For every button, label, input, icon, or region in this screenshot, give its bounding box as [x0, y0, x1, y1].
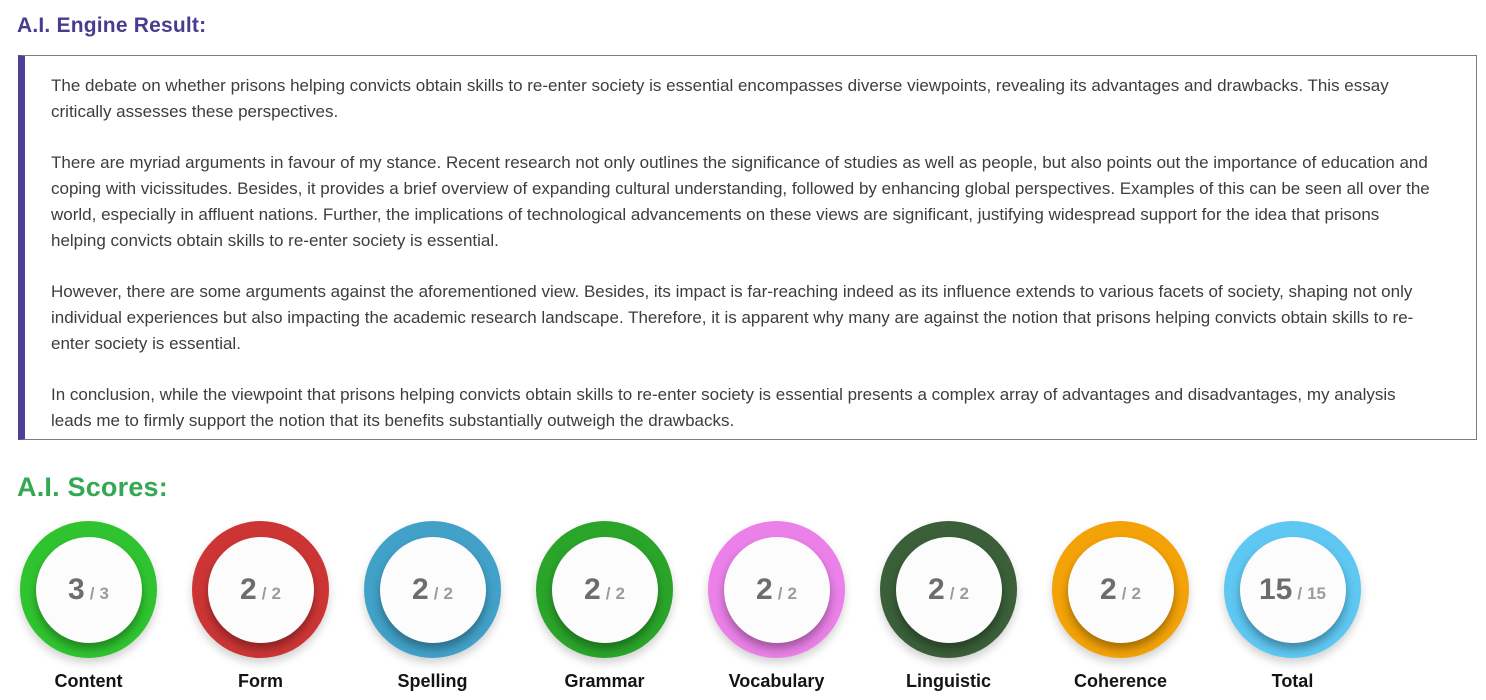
score-ring-content: 3 / 3 [20, 521, 157, 658]
score-disc: 15 / 15 [1239, 536, 1346, 643]
essay-paragraph: The debate on whether prisons helping co… [51, 76, 1389, 121]
score-text: 2 / 2 [240, 573, 281, 607]
score-item-coherence: 2 / 2 Coherence [1052, 521, 1189, 692]
score-disc: 3 / 3 [35, 536, 142, 643]
score-label: Spelling [397, 671, 468, 691]
score-ring-vocabulary: 2 / 2 [708, 521, 845, 658]
score-disc: 2 / 2 [723, 536, 830, 643]
score-value: 2 [240, 572, 257, 606]
score-disc: 2 / 2 [551, 536, 658, 643]
score-separator: / [1121, 583, 1127, 603]
score-max: 2 [1131, 583, 1141, 603]
score-separator: / [777, 583, 783, 603]
score-text: 2 / 2 [412, 573, 453, 607]
score-separator: / [1297, 583, 1303, 603]
score-text: 3 / 3 [68, 573, 109, 607]
essay-result-box: The debate on whether prisons helping co… [18, 55, 1477, 440]
score-disc: 2 / 2 [379, 536, 486, 643]
score-item-grammar: 2 / 2 Grammar [536, 521, 673, 692]
score-value: 3 [68, 572, 85, 606]
score-separator: / [605, 583, 611, 603]
score-label: Grammar [564, 671, 645, 691]
score-ring-total: 15 / 15 [1224, 521, 1361, 658]
score-ring-spelling: 2 / 2 [364, 521, 501, 658]
score-max: 2 [443, 583, 453, 603]
score-disc: 2 / 2 [1067, 536, 1174, 643]
score-value: 2 [584, 572, 601, 606]
score-max: 2 [959, 583, 969, 603]
score-ring-coherence: 2 / 2 [1052, 521, 1189, 658]
score-separator: / [433, 583, 439, 603]
score-label: Content [54, 671, 123, 691]
score-item-content: 3 / 3 Content [20, 521, 157, 692]
score-label: Coherence [1073, 671, 1168, 691]
score-max: 2 [615, 583, 625, 603]
score-disc: 2 / 2 [207, 536, 314, 643]
score-max: 2 [787, 583, 797, 603]
score-item-form: 2 / 2 Form [192, 521, 329, 692]
score-value: 2 [1100, 572, 1117, 606]
score-item-total: 15 / 15 Total [1224, 521, 1361, 692]
score-value: 2 [412, 572, 429, 606]
score-value: 15 [1258, 572, 1293, 606]
ai-scores-heading: A.I. Scores: [17, 472, 168, 502]
score-max: 3 [99, 583, 109, 603]
score-text: 2 / 2 [756, 573, 797, 607]
essay-paragraph: However, there are some arguments agains… [51, 282, 1414, 353]
score-separator: / [949, 583, 955, 603]
score-text: 2 / 2 [584, 573, 625, 607]
score-text: 2 / 2 [1100, 573, 1141, 607]
score-item-linguistic: 2 / 2 Linguistic [880, 521, 1017, 692]
score-label: Linguistic [906, 671, 991, 691]
score-label: Form [238, 671, 283, 691]
essay-paragraph: There are myriad arguments in favour of … [51, 153, 1430, 250]
score-value: 2 [756, 572, 773, 606]
essay-paragraph: In conclusion, while the viewpoint that … [51, 385, 1396, 430]
score-value: 2 [928, 572, 945, 606]
score-ring-grammar: 2 / 2 [536, 521, 673, 658]
scores-row: 3 / 3 Content 2 / 2 Form [20, 521, 1361, 692]
score-ring-form: 2 / 2 [192, 521, 329, 658]
score-item-vocabulary: 2 / 2 Vocabulary [708, 521, 845, 692]
score-max: 15 [1307, 583, 1327, 603]
score-label: Total [1271, 671, 1314, 691]
score-label: Vocabulary [728, 671, 825, 691]
score-max: 2 [271, 583, 281, 603]
engine-result-heading: A.I. Engine Result: [17, 14, 207, 37]
score-disc: 2 / 2 [895, 536, 1002, 643]
score-separator: / [89, 583, 95, 603]
score-item-spelling: 2 / 2 Spelling [364, 521, 501, 692]
score-text: 2 / 2 [928, 573, 969, 607]
score-ring-linguistic: 2 / 2 [880, 521, 1017, 658]
score-separator: / [261, 583, 267, 603]
score-text: 15 / 15 [1259, 573, 1326, 607]
